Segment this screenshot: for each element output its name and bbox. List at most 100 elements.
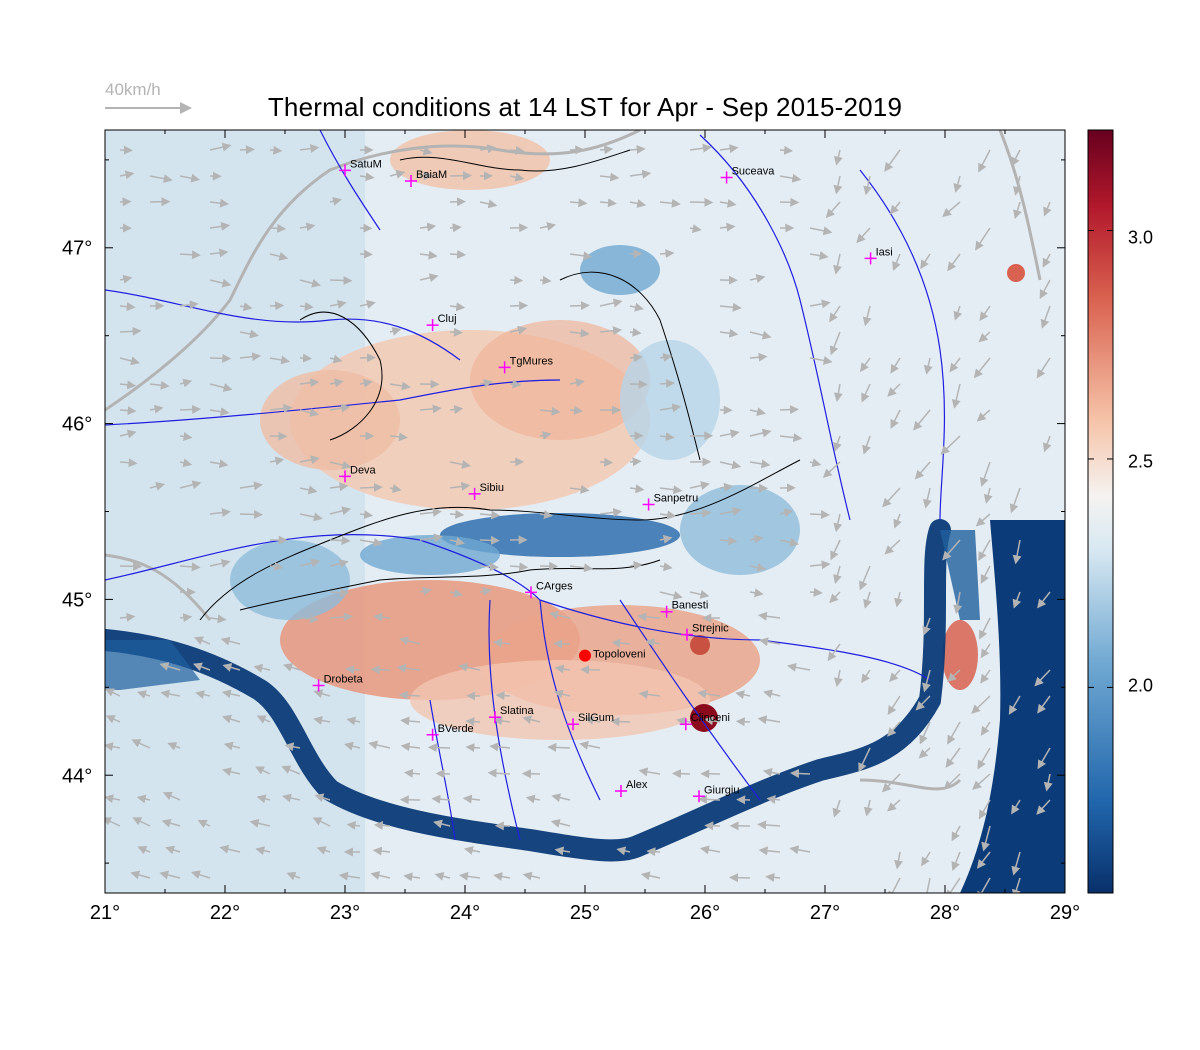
wind-arrow bbox=[888, 877, 901, 893]
wind-arrow bbox=[239, 481, 263, 491]
wind-arrow bbox=[719, 144, 739, 154]
wind-arrow bbox=[492, 638, 511, 648]
wind-arrow bbox=[299, 302, 314, 311]
wind-arrow bbox=[269, 301, 285, 311]
wind-arrow bbox=[809, 251, 829, 261]
wind-arrow bbox=[284, 742, 301, 752]
wind-arrow bbox=[1040, 305, 1051, 329]
wind-arrow bbox=[119, 458, 138, 468]
wind-arrow bbox=[610, 717, 631, 727]
wind-arrow bbox=[689, 481, 710, 490]
wind-arrow bbox=[255, 846, 271, 856]
station-marker: Alex bbox=[615, 779, 648, 798]
colorbar bbox=[1087, 129, 1114, 894]
wind-arrow bbox=[465, 743, 481, 753]
wind-arrow bbox=[389, 169, 406, 179]
wind-arrow bbox=[1036, 799, 1051, 815]
wind-arrow bbox=[830, 539, 841, 561]
wind-arrow bbox=[1012, 591, 1022, 609]
wind-arrow bbox=[569, 378, 585, 388]
y-tick-label: 45° bbox=[62, 589, 93, 612]
wind-arrow bbox=[329, 378, 344, 388]
station-marker: Iasi bbox=[864, 246, 893, 265]
wind-arrow bbox=[809, 356, 833, 365]
colorbar-tick-label: 3.0 bbox=[1128, 227, 1154, 248]
wind-arrow bbox=[553, 689, 571, 699]
wind-arrow bbox=[449, 223, 462, 233]
wind-arrow bbox=[887, 721, 901, 737]
wind-arrow bbox=[829, 331, 841, 356]
wind-arrow bbox=[926, 877, 931, 893]
wind-arrow bbox=[403, 768, 421, 778]
x-tick-label: 27° bbox=[809, 902, 841, 924]
wind-arrow bbox=[400, 742, 421, 752]
wind-arrow bbox=[551, 793, 571, 803]
wind-arrow bbox=[256, 794, 271, 804]
wind-arrow bbox=[976, 851, 991, 869]
wind-arrow bbox=[179, 613, 193, 623]
wind-arrow bbox=[1043, 201, 1052, 217]
wind-arrow bbox=[884, 149, 901, 172]
wind-arrow bbox=[1012, 175, 1022, 196]
station-label: BaiaM bbox=[416, 169, 447, 181]
wind-arrow bbox=[1037, 591, 1051, 609]
wind-arrow bbox=[509, 379, 522, 389]
wind-arrow bbox=[479, 535, 500, 545]
wind-arrow bbox=[368, 740, 391, 750]
wind-arrow bbox=[346, 820, 361, 830]
wind-arrow bbox=[978, 149, 991, 173]
wind-arrow bbox=[940, 435, 961, 455]
wind-arrow bbox=[979, 305, 991, 322]
wind-arrow bbox=[119, 170, 135, 180]
station-cross-icon bbox=[681, 628, 693, 641]
station-label: Giurgiu bbox=[704, 784, 739, 796]
wind-arrow bbox=[299, 512, 323, 522]
station-cross-icon bbox=[426, 728, 439, 741]
wind-arrow bbox=[329, 460, 352, 470]
wind-arrow bbox=[1043, 773, 1053, 792]
wind-arrow bbox=[493, 716, 511, 726]
wind-arrow bbox=[525, 794, 541, 804]
wind-arrow bbox=[584, 715, 601, 725]
wind-arrow bbox=[119, 406, 137, 416]
wind-arrow bbox=[882, 487, 901, 508]
wind-arrow bbox=[372, 846, 391, 856]
wind-arrow bbox=[427, 743, 451, 753]
wind-arrow bbox=[699, 845, 721, 855]
wind-arrow bbox=[149, 380, 170, 390]
wind-arrow bbox=[282, 793, 301, 803]
wind-arrow bbox=[953, 175, 963, 193]
wind-arrow bbox=[458, 871, 481, 881]
wind-arrow bbox=[629, 302, 644, 312]
wind-arrow bbox=[479, 587, 493, 596]
wind-arrow bbox=[763, 689, 781, 699]
wind-arrow bbox=[179, 404, 202, 414]
wind-arrow bbox=[943, 773, 961, 790]
wind-arrow bbox=[833, 149, 843, 166]
station-label: Sanpetru bbox=[654, 492, 699, 504]
wind-arrow bbox=[1036, 357, 1051, 379]
wind-arrow bbox=[209, 508, 232, 518]
wind-arrow bbox=[659, 249, 675, 259]
wind-arrow bbox=[1042, 435, 1052, 453]
wind-arrow bbox=[165, 845, 181, 855]
wind-arrow bbox=[160, 689, 181, 699]
station-label: Clinceni bbox=[691, 712, 730, 724]
wind-arrow bbox=[209, 142, 232, 152]
wind-arrow bbox=[833, 565, 842, 584]
station-marker: Banesti bbox=[660, 600, 708, 618]
wind-arrow bbox=[977, 877, 991, 893]
wind-arrow bbox=[884, 539, 901, 555]
wind-arrow bbox=[449, 588, 463, 598]
wind-arrow bbox=[193, 636, 211, 645]
wind-arrow bbox=[689, 224, 702, 233]
wind-arrow bbox=[951, 383, 961, 409]
wind-arrow bbox=[179, 173, 201, 183]
wind-arrow bbox=[548, 610, 571, 620]
station-cross-icon bbox=[525, 586, 537, 599]
wind-arrow bbox=[509, 172, 525, 182]
wind-arrow bbox=[749, 534, 764, 544]
wind-arrow bbox=[370, 871, 391, 880]
wind-arrow bbox=[209, 459, 229, 469]
wind-arrow bbox=[749, 588, 764, 598]
